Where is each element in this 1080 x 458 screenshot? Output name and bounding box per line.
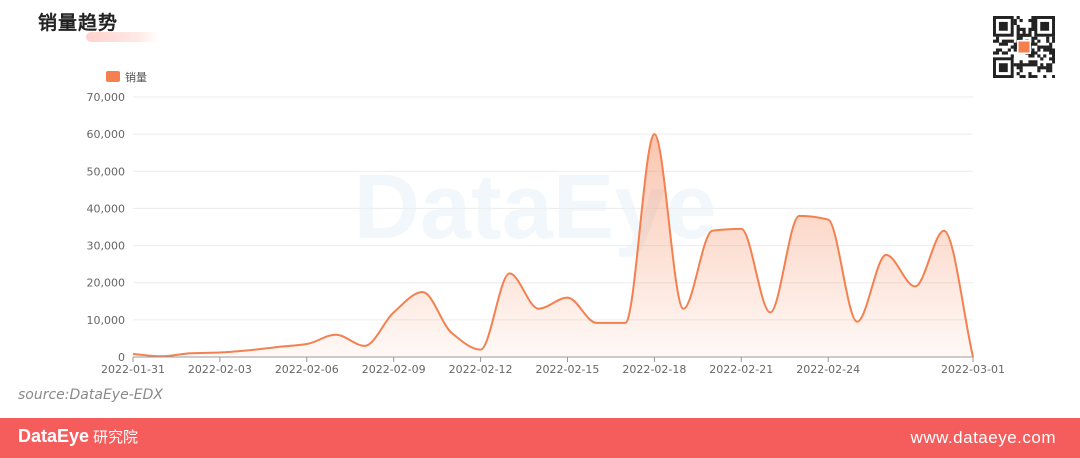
x-tick-label: 2022-02-24: [796, 363, 860, 376]
footer-brand[interactable]: DataEye 研究院: [18, 426, 138, 447]
data-point: [219, 351, 221, 353]
data-point: [537, 308, 539, 310]
source-note: source:DataEye-EDX: [18, 387, 163, 403]
x-tick-label: 2022-02-18: [622, 363, 686, 376]
x-tick-label: 2022-02-12: [449, 363, 513, 376]
y-tick-label: 30,000: [87, 240, 126, 253]
data-point: [595, 322, 597, 324]
data-point: [653, 133, 655, 135]
x-tick-label: 2022-02-06: [275, 363, 339, 376]
footer-brand-sub: 研究院: [93, 429, 139, 446]
data-point: [711, 230, 713, 232]
data-point: [914, 285, 916, 287]
qr-code-icon: [993, 16, 1055, 78]
series-area: [132, 133, 974, 358]
data-point: [740, 228, 742, 230]
y-tick-label: 50,000: [87, 165, 126, 178]
x-tick-label: 2022-02-21: [709, 363, 773, 376]
data-point: [798, 215, 800, 217]
page-title: 销量趋势: [38, 12, 119, 34]
legend-label: 销量: [125, 70, 147, 84]
x-tick-label: 2022-02-09: [362, 363, 426, 376]
footer-brand-name: DataEye: [18, 426, 90, 446]
data-point: [248, 349, 250, 351]
data-point: [479, 348, 481, 350]
data-point: [335, 334, 337, 336]
data-point: [364, 345, 366, 347]
data-point: [856, 321, 858, 323]
data-point: [392, 311, 394, 313]
title-block: 销量趋势: [38, 8, 160, 42]
sales-trend-chart: DataEye 010,00020,00030,00040,00050,0006…: [87, 70, 1005, 376]
data-point: [132, 353, 134, 355]
x-tick-label: 2022-02-03: [188, 363, 252, 376]
data-point: [450, 332, 452, 334]
data-point: [190, 352, 192, 354]
x-tick-label: 2022-03-01: [941, 363, 1005, 376]
x-tick-label: 2022-01-31: [101, 363, 165, 376]
y-tick-label: 20,000: [87, 277, 126, 290]
data-point: [943, 230, 945, 232]
data-point: [277, 346, 279, 348]
data-point: [566, 296, 568, 298]
data-point: [885, 254, 887, 256]
data-point: [827, 218, 829, 220]
data-point: [624, 322, 626, 324]
data-point: [508, 272, 510, 274]
y-tick-label: 60,000: [87, 128, 126, 141]
y-tick-label: 40,000: [87, 202, 126, 215]
title-underline: [86, 32, 160, 42]
legend[interactable]: 销量: [106, 70, 147, 84]
footer-url-link[interactable]: www.dataeye.com: [910, 428, 1056, 447]
y-axis: 0 10,000 20,000 30,000 40,000 50,000 60,000 70,…: [87, 91, 126, 364]
footer-bar: DataEye 研究院 www.dataeye.com: [0, 418, 1080, 458]
data-point: [421, 291, 423, 293]
x-tick-label: 2022-02-15: [536, 363, 600, 376]
x-axis: 2022-01-31 2022-02-03 2022-02-06 2022-02-09…: [101, 356, 1005, 376]
data-point: [682, 308, 684, 310]
data-point: [306, 343, 308, 345]
legend-swatch: [106, 71, 120, 82]
series-line: [132, 133, 974, 358]
y-tick-label: 0: [118, 351, 125, 364]
y-tick-label: 70,000: [87, 91, 126, 104]
y-tick-label: 10,000: [87, 314, 126, 327]
data-point: [769, 311, 771, 313]
